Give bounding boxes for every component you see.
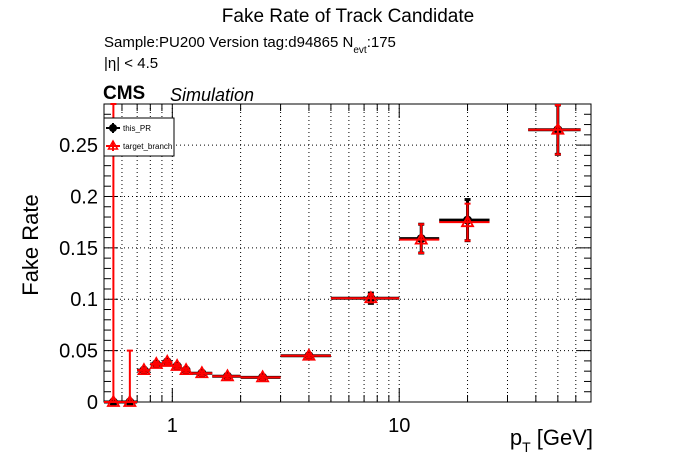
x-axis-label-main: p (509, 425, 523, 450)
tick-labels: 1 10 0 0.05 0.1 0.15 0.2 0.25 (59, 135, 410, 437)
data-point (136, 362, 151, 376)
data-point (363, 290, 378, 304)
data-point (414, 231, 429, 245)
y-tick-label: 0.1 (70, 289, 98, 311)
data-point (149, 356, 164, 369)
data-point (179, 362, 194, 376)
y-tick-label: 0.2 (70, 186, 98, 208)
x-axis-label-unit: [GeV] (530, 425, 593, 450)
grid-lines (103, 104, 592, 402)
nevt-subscript: evt (353, 45, 367, 56)
series-target_branch (104, 103, 581, 407)
cms-label: CMS (103, 83, 146, 104)
x-axis-label-sub: T (522, 439, 531, 455)
data-point (460, 214, 475, 228)
legend: this_PR target_branch (103, 117, 175, 157)
data-point (220, 368, 235, 382)
eta-cut-label: |η| < 4.5 (104, 55, 159, 72)
x-tick-label: 10 (388, 415, 410, 437)
data-point (160, 354, 175, 367)
simulation-label: Simulation (170, 85, 255, 105)
plot-frame (103, 103, 592, 403)
data-point (194, 365, 209, 379)
data-point (170, 358, 185, 371)
sample-info: Sample:PU200 Version tag:d94865 Nevt:175 (104, 34, 396, 56)
data-point (122, 394, 137, 407)
y-tick-label: 0.05 (59, 341, 98, 363)
legend-marker (107, 139, 119, 150)
y-tick-label: 0 (87, 392, 98, 414)
chart-title: Fake Rate of Track Candidate (221, 6, 475, 27)
data-point (301, 347, 316, 361)
x-tick-label: 1 (167, 415, 178, 437)
nevt-value: :175 (366, 34, 396, 51)
data-series (104, 103, 581, 407)
legend-label-this_PR: this_PR (123, 124, 151, 133)
legend-label-target_branch: target_branch (123, 142, 172, 151)
sample-text: Sample:PU200 Version tag:d94865 N (104, 34, 354, 51)
x-axis-label: pT [GeV] (510, 425, 593, 455)
axis-ticks (103, 103, 592, 403)
legend-marker (109, 124, 117, 132)
data-point (106, 394, 121, 407)
y-tick-label: 0.15 (59, 238, 98, 260)
data-point (255, 369, 270, 383)
data-point (550, 121, 565, 135)
y-tick-label: 0.25 (59, 135, 98, 157)
